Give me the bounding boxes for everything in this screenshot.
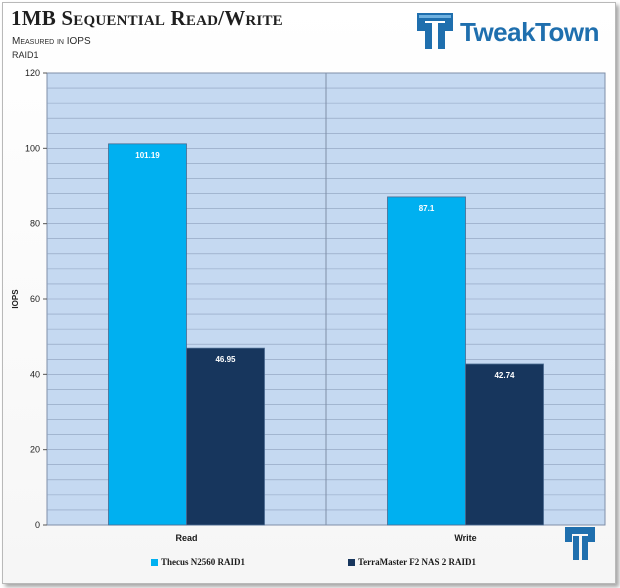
y-tick-label: 0 — [35, 520, 40, 530]
bar-read-series-1 — [108, 143, 187, 526]
y-tick-label: 120 — [25, 68, 40, 78]
legend-label-series-2: TerraMaster F2 NAS 2 RAID1 — [358, 557, 476, 567]
y-tick-label: 60 — [30, 294, 40, 304]
y-tick-label: 80 — [30, 219, 40, 229]
data-label-read-series-1: 101.19 — [135, 151, 160, 160]
data-label-write-series-2: 42.74 — [494, 371, 515, 380]
chart-title: 1MB Sequential Read/Write — [11, 6, 283, 30]
bar-read-series-2 — [186, 347, 265, 526]
legend-item-series-1: Thecus N2560 RAID1 — [151, 555, 245, 569]
tweaktown-logo-text: TweakTown — [460, 17, 600, 47]
legend-item-series-2: TerraMaster F2 NAS 2 RAID1 — [348, 555, 476, 569]
tweaktown-logo-icon — [417, 13, 453, 49]
legend-swatch-series-2 — [348, 558, 355, 566]
y-tick-label: 40 — [30, 369, 40, 379]
bar-write-series-1 — [387, 196, 466, 526]
y-tick-label: 20 — [30, 445, 40, 455]
bar-write-series-2 — [465, 363, 544, 526]
y-tick-label: 100 — [25, 143, 40, 153]
bar-chart: 0 20 40 60 80 100 120 IOPS 101.19 46.95 Read 87.1 42… — [11, 68, 606, 543]
tweaktown-watermark-icon — [565, 527, 595, 560]
legend-swatch-series-1 — [151, 558, 158, 566]
data-label-read-series-2: 46.95 — [215, 355, 236, 364]
y-axis-label: IOPS — [11, 289, 20, 309]
data-label-write-series-1: 87.1 — [419, 204, 435, 213]
legend-label-series-1: Thecus N2560 RAID1 — [161, 557, 246, 567]
chart-subtitle-raid: RAID1 — [12, 50, 39, 60]
x-tick-label-read: Read — [175, 533, 197, 543]
tweaktown-logo: TweakTown — [413, 9, 609, 53]
x-tick-label-write: Write — [454, 533, 476, 543]
chart-subtitle-measure: Measured in IOPS — [12, 36, 91, 47]
